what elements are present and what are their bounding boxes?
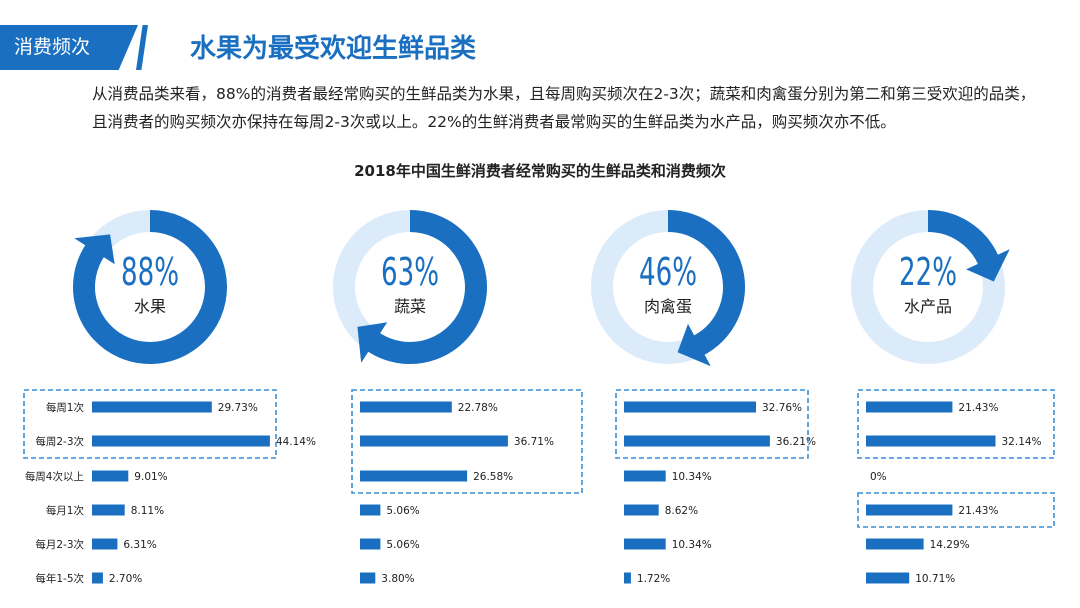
bar (624, 572, 631, 584)
bar (92, 572, 103, 584)
frequency-label: 每周4次以上 (25, 470, 84, 483)
bar-value-label: 3.80% (381, 573, 414, 585)
bar (866, 572, 910, 584)
bar (92, 401, 212, 413)
bar-value-label: 44.14% (276, 436, 316, 448)
bar (92, 504, 125, 516)
donut-percent-label: 22% (899, 250, 957, 294)
bar (360, 538, 381, 550)
donut-value-arc (667, 210, 745, 356)
donut-value-arc (927, 210, 999, 267)
category-group-2: 63% 蔬菜 22.78% 36.71% 26.58% 5.06% 5.06% 3.80% (333, 210, 583, 585)
donut-category-label: 蔬菜 (394, 297, 426, 316)
bar (92, 538, 118, 550)
bar-value-label: 36.71% (514, 436, 554, 448)
bar-value-label: 21.43% (958, 402, 998, 414)
bar-value-label: 10.34% (672, 471, 712, 483)
frequency-label: 每月2-3次 (35, 538, 84, 551)
bar-value-label: 6.31% (123, 539, 156, 551)
highlight-box (857, 389, 1055, 459)
donut-value-arc (366, 210, 487, 364)
bar-value-label: 8.62% (665, 505, 698, 517)
bar-value-label: 26.58% (473, 471, 513, 483)
section-tag-background (0, 25, 138, 70)
donut-arrowhead (966, 249, 1010, 282)
frequency-label: 每年1-5次 (35, 572, 84, 585)
bar (624, 470, 666, 482)
donut-value-arc (73, 210, 227, 364)
bar (360, 470, 468, 482)
donut-category-label: 水果 (134, 297, 166, 316)
bar (624, 435, 770, 447)
donut-arrowhead (74, 234, 115, 265)
frequency-label: 每周2-3次 (35, 435, 84, 448)
bar-value-label: 22.78% (458, 402, 498, 414)
bar (92, 435, 270, 447)
bar (624, 538, 666, 550)
bar-value-label: 1.72% (637, 573, 670, 585)
bar (624, 504, 659, 516)
bar (866, 401, 953, 413)
description-paragraph: 从消费品类来看，88%的消费者最经常购买的生鲜品类为水果，且每周购买频次在2-3… (92, 85, 1036, 131)
donut-arrowhead (357, 322, 388, 363)
bar-value-label: 29.73% (218, 402, 258, 414)
donut-category-label: 水产品 (904, 297, 952, 316)
bar-value-label: 10.34% (672, 539, 712, 551)
bar-value-label: 5.06% (386, 505, 419, 517)
donut-percent-label: 88% (121, 250, 179, 294)
donut-category-label: 肉禽蛋 (644, 297, 692, 316)
bar-value-label: 10.71% (915, 573, 955, 585)
donut-percent-label: 46% (639, 250, 697, 294)
bar (866, 504, 953, 516)
page-title: 水果为最受欢迎生鲜品类 (190, 34, 477, 64)
frequency-label: 每周1次 (46, 401, 85, 414)
bar-value-label: 36.21% (776, 436, 816, 448)
highlight-box (615, 389, 809, 459)
bar-value-label: 21.43% (958, 505, 998, 517)
bar (866, 435, 996, 447)
chart-title: 2018年中国生鲜消费者经常购买的生鲜品类和消费频次 (354, 162, 726, 180)
donut-percent-label: 63% (381, 250, 439, 294)
category-group-3: 46% 肉禽蛋 32.76% 36.21% 10.34% 8.62% 10.34% 1.72% (591, 210, 816, 585)
bar-value-label: 5.06% (386, 539, 419, 551)
bar-value-label: 14.29% (930, 539, 970, 551)
donut-arrowhead (677, 323, 711, 367)
highlight-box (857, 492, 1055, 528)
bar (624, 401, 756, 413)
bar (360, 504, 381, 516)
highlight-box (351, 389, 583, 494)
bar-value-label: 32.76% (762, 402, 802, 414)
bar (360, 435, 508, 447)
bar (92, 470, 129, 482)
bar (360, 572, 376, 584)
bar (360, 401, 452, 413)
bar-value-label: 9.01% (134, 471, 167, 483)
bar-value-label: 0% (870, 471, 887, 483)
bar-value-label: 8.11% (131, 505, 164, 517)
bar (866, 538, 924, 550)
frequency-label: 每月1次 (46, 504, 85, 517)
section-tag: 消费频次 (14, 36, 91, 58)
category-group-4: 22% 水产品 21.43% 32.14% 0% 21.43% 14.29% 10.71% (851, 210, 1055, 585)
bar-value-label: 2.70% (109, 573, 142, 585)
bar-value-label: 32.14% (1002, 436, 1042, 448)
